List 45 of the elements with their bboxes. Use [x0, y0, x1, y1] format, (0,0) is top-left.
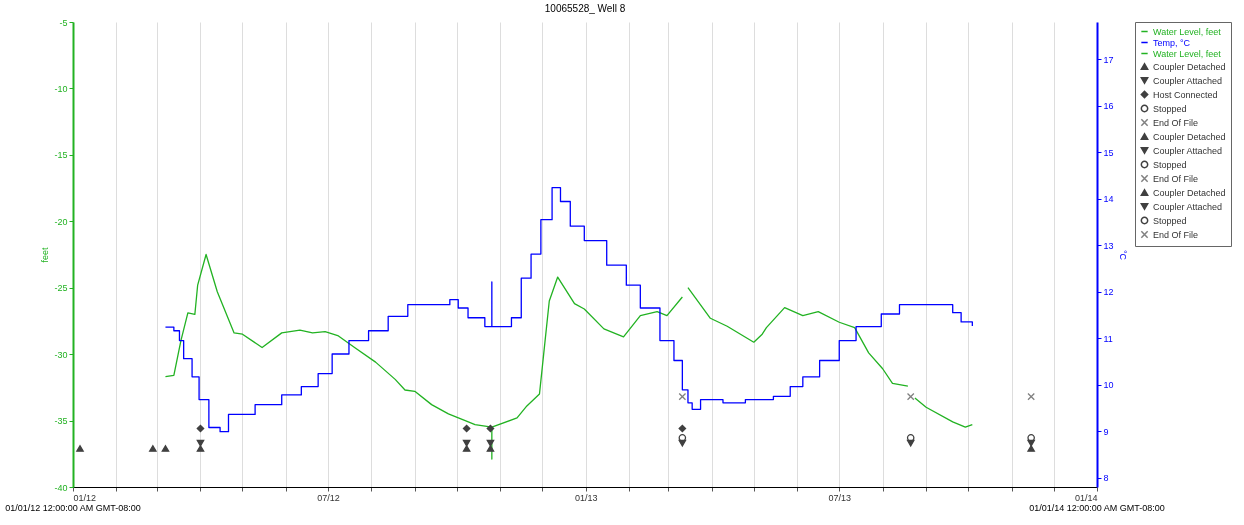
y2-tick-label: 16 — [1103, 101, 1114, 112]
x-tick-label: 01/13 — [574, 492, 598, 503]
legend-label: Coupler Detached — [1153, 61, 1226, 72]
legend-label: End Of File — [1153, 173, 1199, 184]
y-axis-title: feet — [40, 247, 51, 263]
x-tick-label: 07/13 — [828, 492, 852, 503]
legend-label: Coupler Attached — [1153, 201, 1223, 212]
x-tick-label: 07/12 — [317, 492, 340, 503]
text: 01/01/12 12:00:00 AM GMT-08:00 — [5, 503, 141, 513]
y-tick-label: -5 — [59, 17, 68, 28]
y2-axis-title: °C — [1117, 249, 1128, 261]
y-tick-label: -20 — [54, 216, 68, 227]
y2-tick-label: 9 — [1103, 426, 1109, 437]
y-tick-label: -10 — [54, 83, 68, 94]
legend-label: Host Connected — [1153, 89, 1218, 100]
y-tick-label: -35 — [54, 416, 68, 427]
legend-label: Water Level, feet — [1153, 26, 1222, 37]
y2-tick-label: 11 — [1103, 333, 1113, 344]
legend-label: End Of File — [1153, 229, 1199, 240]
y-tick-label: -40 — [54, 482, 68, 493]
legend-label: Coupler Attached — [1153, 75, 1223, 86]
legend-label: End Of File — [1153, 117, 1199, 128]
legend-label: Temp, °C — [1153, 37, 1191, 48]
x-tick-label: 01/14 — [1074, 492, 1098, 503]
y2-tick-label: 14 — [1103, 194, 1114, 205]
y-tick-label: -15 — [54, 150, 68, 161]
legend-label: Stopped — [1153, 215, 1187, 226]
legend-label: Coupler Detached — [1153, 187, 1226, 198]
y-tick-label: -25 — [54, 283, 68, 294]
y2-tick-label: 17 — [1103, 54, 1114, 65]
legend-label: Stopped — [1153, 103, 1187, 114]
legend-label: Water Level, feet — [1153, 48, 1222, 59]
y2-tick-label: 12 — [1103, 287, 1114, 298]
y2-tick-label: 10 — [1103, 380, 1114, 391]
line-series — [164, 253, 684, 460]
legend-label: Coupler Detached — [1153, 131, 1226, 142]
y2-tick-label: 15 — [1103, 147, 1114, 158]
y-tick-label: -30 — [54, 349, 68, 360]
y2-tick-label: 13 — [1103, 240, 1114, 251]
x-tick-label: 01/12 — [73, 492, 97, 503]
text: 01/01/14 12:00:00 AM GMT-08:00 — [1029, 503, 1165, 513]
legend-label: Stopped — [1153, 159, 1187, 170]
chart-title: 10065528_ Well 8 — [544, 3, 626, 14]
y2-tick-label: 8 — [1103, 473, 1109, 484]
legend-label: Coupler Attached — [1153, 145, 1223, 156]
